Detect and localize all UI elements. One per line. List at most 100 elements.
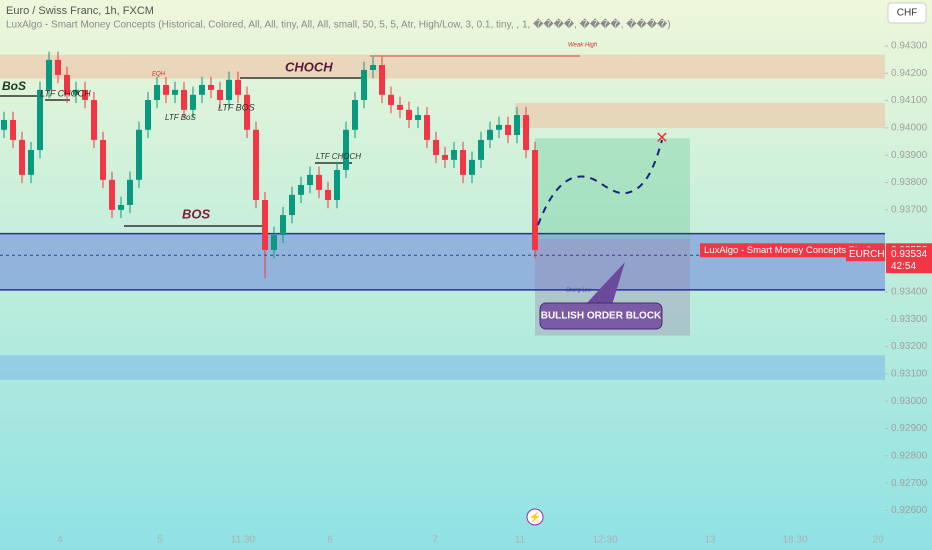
y-tick-label: 0.94000 (891, 123, 928, 134)
target-x: ✕ (655, 130, 668, 147)
candle-body (370, 65, 376, 70)
candle-body (280, 215, 286, 235)
y-tick-label: 0.93000 (891, 396, 928, 407)
candle-body (28, 150, 34, 175)
y-tick-label: 0.92800 (891, 450, 928, 461)
label-bg (700, 243, 885, 258)
annotation: CHOCH (285, 59, 333, 74)
flash-icon[interactable] (526, 508, 544, 526)
x-tick-label: 18:30 (782, 535, 807, 546)
candle-body (226, 79, 232, 101)
annotation: LTF CHOCH (316, 152, 361, 161)
candle-body (433, 139, 439, 155)
y-tick-label: 0.94100 (891, 95, 928, 106)
candle-body (163, 84, 169, 95)
y-tick-label: 0.93400 (891, 286, 928, 297)
countdown: 42:54 (891, 261, 916, 272)
candle-body (334, 169, 340, 201)
candle-body (415, 115, 421, 120)
candle-body (37, 89, 43, 151)
y-tick-label: 0.93900 (891, 150, 928, 161)
flash-glyph: ⚡ (529, 511, 541, 524)
x-tick-label: 12:30 (592, 535, 617, 546)
y-tick-label: 0.93200 (891, 341, 928, 352)
x-tick-label: 4 (57, 535, 63, 546)
annotation: LTF BOS (218, 102, 255, 112)
price-label: 0.93534 (891, 249, 928, 260)
candle-body (271, 234, 277, 251)
candle-body (262, 200, 268, 251)
annotation: Weak High (568, 43, 598, 49)
candle-body (316, 174, 322, 190)
callout-text: BULLISH ORDER BLOCK (541, 311, 662, 322)
y-tick-label: 0.93700 (891, 204, 928, 215)
candle-body (145, 100, 151, 130)
y-tick-label: 0.94200 (891, 68, 928, 79)
candle-body (199, 84, 205, 95)
annotation: LTF BoS (165, 113, 196, 122)
candle-body (55, 59, 61, 75)
annotation: BoS (2, 79, 26, 93)
candle-body (289, 194, 295, 216)
candle-body (523, 115, 529, 151)
annotation: Strong Low (566, 287, 592, 293)
x-tick-label: 6 (327, 535, 333, 546)
candle-body (451, 150, 457, 160)
y-tick-label: 0.93100 (891, 368, 928, 379)
candle-body (505, 124, 511, 135)
candle-body (109, 179, 115, 210)
annotation: EQH (152, 72, 166, 78)
y-tick-label: 0.92600 (891, 505, 928, 516)
candle-body (19, 139, 25, 175)
zone (0, 54, 885, 79)
indicator-label: LuxAlgo - Smart Money Concepts:PlotCandl… (704, 245, 895, 256)
y-tick-label: 0.94300 (891, 41, 928, 52)
annotation: LTF CHOCH (40, 88, 91, 98)
candle-body (127, 179, 133, 205)
candle-body (118, 204, 124, 210)
annotation: BOS (182, 206, 211, 221)
candle-body (82, 89, 88, 101)
candle-body (136, 129, 142, 180)
x-tick-label: 11 (515, 535, 526, 546)
candle-body (1, 119, 7, 130)
candle-body (235, 79, 241, 95)
y-tick-label: 0.93800 (891, 177, 928, 188)
zone (515, 103, 885, 128)
candle-body (469, 159, 475, 175)
candle-body (406, 109, 412, 120)
y-tick-label: 0.93300 (891, 314, 928, 325)
x-tick-label: 13 (704, 535, 716, 546)
candle-body (424, 115, 430, 140)
candle-body (64, 74, 70, 95)
candle-body (532, 150, 538, 251)
candle-body (388, 94, 394, 105)
candle-body (496, 124, 502, 130)
callout-pointer (585, 262, 625, 305)
candle-body (217, 89, 223, 101)
candle-body (397, 104, 403, 110)
zone (0, 355, 885, 380)
candle-body (442, 154, 448, 160)
y-tick-label: 0.92900 (891, 423, 928, 434)
callout-box (539, 302, 663, 330)
x-tick-label: 11:30 (231, 535, 256, 546)
candle-body (154, 84, 160, 101)
candle-body (10, 119, 16, 140)
candle-body (460, 150, 466, 175)
candle-body (172, 89, 178, 95)
candle-body (343, 129, 349, 170)
x-tick-label: 7 (432, 535, 438, 546)
candle-body (478, 139, 484, 160)
candle-body (352, 100, 358, 130)
candle-body (361, 69, 367, 101)
currency-button[interactable] (887, 2, 927, 24)
chart-title: Euro / Swiss Franc, 1h, FXCM (6, 5, 154, 17)
label-bg (846, 247, 885, 262)
x-tick-label: 5 (157, 535, 163, 546)
candle-body (487, 129, 493, 140)
projection (537, 139, 663, 226)
candle-body (253, 129, 259, 201)
zone (0, 233, 885, 290)
candle-body (73, 89, 79, 95)
